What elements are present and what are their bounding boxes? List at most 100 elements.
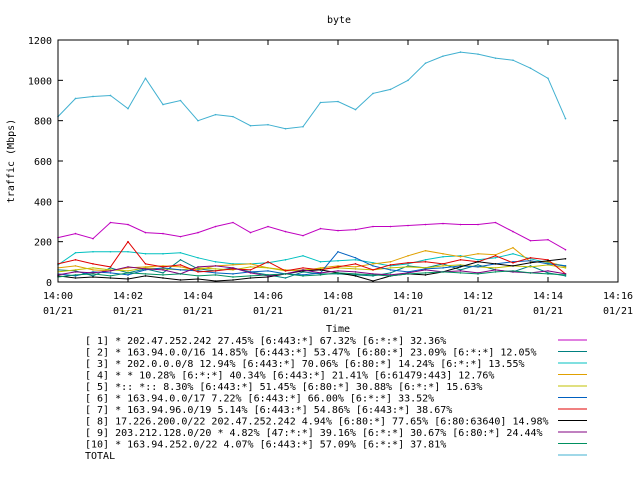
data-point [179,264,182,266]
data-point [92,273,94,275]
data-point [232,115,234,118]
data-point [477,259,479,261]
data-point [267,123,269,126]
data-point [494,271,497,273]
data-point [127,223,129,226]
data-point [144,263,147,265]
data-point [319,269,322,271]
data-point [127,274,129,276]
data-point [267,225,269,228]
data-point [354,266,357,268]
data-point [162,272,164,274]
series-line [57,240,566,275]
data-point [389,264,392,266]
x-tick-date-label: 01/21 [113,306,143,317]
data-point [564,258,567,260]
data-point [389,269,392,271]
legend-entry-label: [ 1] * 202.47.252.242 27.45% [6:443:*] 6… [85,336,446,347]
y-tick-label: 800 [34,117,52,128]
data-point [214,113,217,116]
series-line [57,258,566,282]
data-point [109,94,112,97]
legend-entry-label: [ 2] * 163.94.0.0/16 14.85% [6:443:*] 53… [85,348,537,359]
data-point [267,270,269,272]
data-point [424,274,427,276]
data-point [424,259,427,261]
data-point [144,275,147,277]
data-point [337,270,339,272]
x-axis-label: Time [326,324,350,335]
data-point [407,266,409,268]
data-point [302,234,304,237]
data-point [284,259,287,261]
data-point [249,231,252,234]
data-point [197,257,199,259]
data-point [162,274,164,276]
data-point [249,277,252,279]
series-line [57,221,566,251]
data-point [179,266,182,268]
data-point [319,261,322,263]
x-tick-time-label: 14:06 [253,291,283,302]
data-point [459,259,462,261]
data-point [389,272,392,274]
data-point [564,248,567,251]
data-point [407,273,409,275]
data-point [477,53,479,55]
data-point [249,124,252,127]
data-point [389,267,392,269]
data-point [232,267,234,269]
series-3 [57,250,567,267]
data-point [459,270,462,272]
data-point [547,263,549,265]
data-point [529,272,532,274]
data-point [494,257,497,259]
legend-entry-label: [10] * 163.94.252.0/22 4.07% [6:443:*] 5… [85,440,446,451]
series-line [57,270,566,278]
data-point [547,273,549,275]
data-point [284,127,287,130]
chart-title: byte [327,15,351,26]
series-line [57,51,566,130]
data-point [424,261,427,263]
x-tick-date-label: 01/21 [323,306,353,317]
data-point [144,231,147,234]
data-point [477,273,479,275]
data-point [512,230,514,233]
data-point [442,265,444,267]
data-point [424,269,427,271]
data-point [564,267,567,269]
data-point [407,254,409,257]
data-point [162,103,164,106]
data-point [337,250,339,253]
data-point [372,274,374,276]
data-point [354,257,357,259]
data-point [407,79,409,82]
data-point [512,262,514,264]
data-point [144,77,147,80]
data-point [127,250,129,253]
data-point [564,274,567,276]
series-1 [57,221,567,251]
data-point [109,270,112,272]
data-point [354,275,357,277]
data-point [512,246,514,249]
data-point [249,272,252,274]
data-point [372,269,374,271]
data-point [92,237,94,240]
data-point [232,264,234,266]
data-point [494,263,497,265]
x-tick-time-label: 14:02 [113,291,143,302]
data-point [354,108,357,111]
data-point [424,249,427,252]
data-point [529,260,532,262]
data-point [337,229,339,232]
data-point [74,274,77,276]
data-point [407,262,409,264]
data-point [214,274,217,276]
series-line [57,251,566,277]
series-10 [57,270,567,278]
data-point [372,265,374,267]
y-axis-label: traffic (Mbps) [6,119,17,203]
